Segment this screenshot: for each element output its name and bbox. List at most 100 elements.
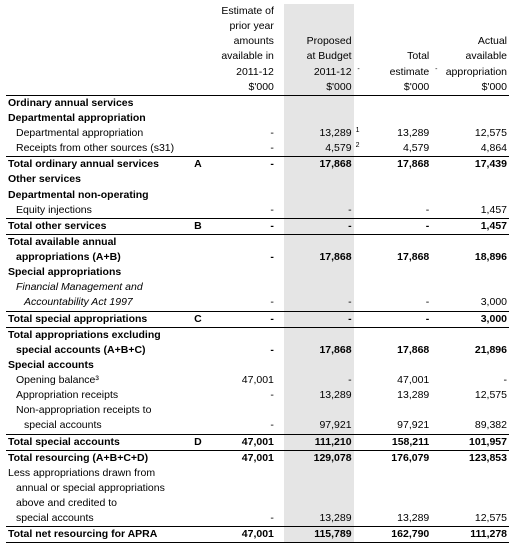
cell-c1: 47,001	[206, 527, 276, 543]
row-label: special accounts	[6, 511, 192, 527]
table-row: Total ordinary annual servicesA-17,86817…	[6, 157, 509, 173]
cell-c1: -	[206, 511, 276, 527]
hdr-c2-l3: Proposed	[284, 34, 354, 49]
cell-c3: -	[362, 203, 432, 219]
hdr-c2-l5: 2011-12	[284, 65, 354, 80]
cell-c4: 1,457	[439, 218, 509, 234]
cell-c3: 13,289	[362, 388, 432, 403]
cell-c4: 18,896	[439, 250, 509, 265]
row-label: Financial Management and	[6, 280, 192, 295]
table-row: Total special appropriationsC---3,000	[6, 311, 509, 327]
cell-c1: -	[206, 141, 276, 157]
table-row: Total special accountsD47,001111,210158,…	[6, 434, 509, 450]
row-label: Receipts from other sources (s31)	[6, 141, 192, 157]
row-label: Special accounts	[6, 358, 192, 373]
cell-c3: 97,921	[362, 418, 432, 434]
cell-c3: 158,211	[362, 434, 432, 450]
cell-c1: -	[206, 311, 276, 327]
table-row: appropriations (A+B)-17,86817,86818,896	[6, 250, 509, 265]
cell-c1: -	[206, 343, 276, 358]
cell-c2: 13,289	[284, 126, 354, 141]
cell-c4: 89,382	[439, 418, 509, 434]
cell-c3: -	[362, 218, 432, 234]
row-label: Departmental appropriation	[6, 126, 192, 141]
row-label: Appropriation receipts	[6, 388, 192, 403]
table-row: Total other servicesB---1,457	[6, 218, 509, 234]
cell-c3: 162,790	[362, 527, 432, 543]
cell-c4: 12,575	[439, 511, 509, 527]
cell-c3: -	[362, 295, 432, 311]
table-row: Total appropriations excluding	[6, 327, 509, 343]
cell-c3: -	[362, 311, 432, 327]
row-letter: D	[192, 434, 206, 450]
cell-c1: -	[206, 295, 276, 311]
table-body: Ordinary annual servicesDepartmental app…	[6, 95, 509, 543]
table-row: Non-appropriation receipts to	[6, 403, 509, 418]
row-label: above and credited to	[6, 496, 192, 511]
cell-c3: 47,001	[362, 373, 432, 388]
cell-c2: 4,579	[284, 141, 354, 157]
row-label: Total resourcing (A+B+C+D)	[6, 450, 192, 466]
hdr-c2-l6: $'000	[284, 80, 354, 96]
row-label: annual or special appropriations	[6, 481, 192, 496]
hdr-c2-l4: at Budget	[284, 49, 354, 64]
cell-c2: 17,868	[284, 157, 354, 173]
row-letter: C	[192, 311, 206, 327]
cell-c3: 13,289	[362, 511, 432, 527]
table-row: Special accounts	[6, 358, 509, 373]
cell-c2: -	[284, 218, 354, 234]
cell-c1: -	[206, 418, 276, 434]
cell-c3: 176,079	[362, 450, 432, 466]
row-label: Departmental non-operating	[6, 188, 192, 203]
cell-c3: 17,868	[362, 250, 432, 265]
cell-c1: 47,001	[206, 373, 276, 388]
cell-c4: 3,000	[439, 295, 509, 311]
hdr-c1-l5: 2011-12	[206, 65, 276, 80]
row-label: Accountability Act 1997	[6, 295, 192, 311]
cell-c1: -	[206, 218, 276, 234]
hdr-c1-l4: available in	[206, 49, 276, 64]
cell-c4: 12,575	[439, 126, 509, 141]
table-row: annual or special appropriations	[6, 481, 509, 496]
row-label: Total net resourcing for APRA	[6, 527, 192, 543]
cell-c2: 115,789	[284, 527, 354, 543]
row-letter: B	[192, 218, 206, 234]
table-row: special accounts-97,92197,92189,382	[6, 418, 509, 434]
cell-c2: 97,921	[284, 418, 354, 434]
table-row: special accounts (A+B+C)-17,86817,86821,…	[6, 343, 509, 358]
hdr-c4-l5: appropriation	[439, 65, 509, 80]
cell-c3: 17,868	[362, 157, 432, 173]
table-row: Departmental appropriation	[6, 111, 509, 126]
cell-c1: 47,001	[206, 450, 276, 466]
cell-c4: 101,957	[439, 434, 509, 450]
hdr-c3-l6: $'000	[362, 80, 432, 96]
hdr-c1-l3: amounts	[206, 34, 276, 49]
cell-c4: 21,896	[439, 343, 509, 358]
hdr-c1-l2: prior year	[206, 19, 276, 34]
cell-c4: 3,000	[439, 311, 509, 327]
table-header: Estimate of prior year amounts Proposed …	[6, 4, 509, 95]
table-row: Equity injections---1,457	[6, 203, 509, 219]
cell-c4: 111,278	[439, 527, 509, 543]
cell-c4: 1,457	[439, 203, 509, 219]
cell-c1: 47,001	[206, 434, 276, 450]
row-label: special accounts	[6, 418, 192, 434]
table-row: Financial Management and	[6, 280, 509, 295]
hdr-c1-l6: $'000	[206, 80, 276, 96]
table-row: Total available annual	[6, 234, 509, 250]
hdr-c4-l3: Actual	[439, 34, 509, 49]
cell-c2: 17,868	[284, 343, 354, 358]
table-row: Opening balance³47,001-47,001-	[6, 373, 509, 388]
row-label: Total special appropriations	[6, 311, 192, 327]
cell-c3: 4,579	[362, 141, 432, 157]
row-label: Other services	[6, 172, 192, 187]
table-row: Total net resourcing for APRA 47,001 115,7…	[6, 527, 509, 543]
table-row: above and credited to	[6, 496, 509, 511]
hdr-c4-l7: $'000	[439, 80, 509, 96]
hdr-c1-l1: Estimate of	[206, 4, 276, 19]
cell-c2: -	[284, 373, 354, 388]
row-label: Total ordinary annual services	[6, 157, 192, 173]
cell-c1: -	[206, 157, 276, 173]
row-label: Equity injections	[6, 203, 192, 219]
table-row: special accounts-13,28913,28912,575	[6, 511, 509, 527]
